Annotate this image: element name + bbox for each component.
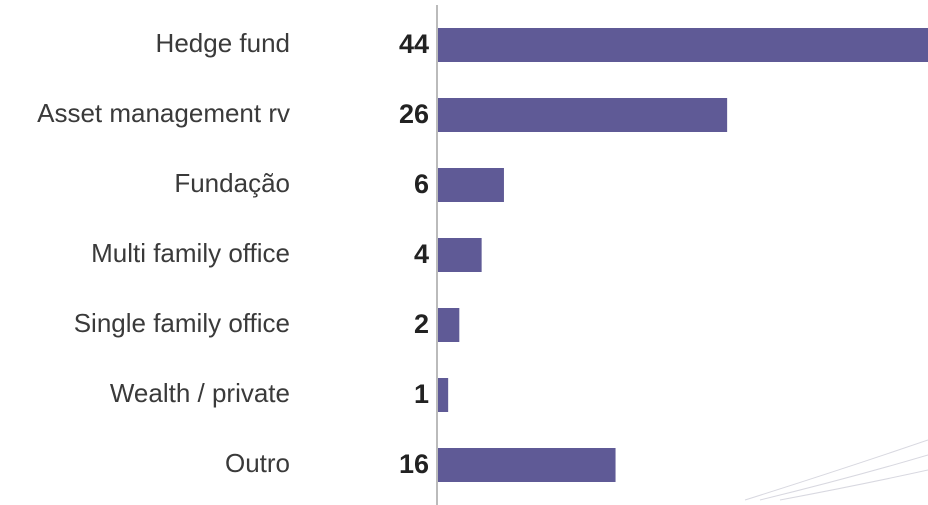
category-label: Wealth / private bbox=[110, 378, 290, 408]
value-label: 1 bbox=[414, 379, 429, 409]
category-label: Hedge fund bbox=[156, 28, 290, 58]
bar bbox=[437, 308, 460, 342]
bar bbox=[437, 98, 728, 132]
category-label: Multi family office bbox=[91, 238, 290, 268]
bar bbox=[437, 238, 482, 272]
category-label: Single family office bbox=[74, 308, 290, 338]
value-label: 6 bbox=[414, 169, 429, 199]
value-label: 2 bbox=[414, 309, 429, 339]
category-label: Outro bbox=[225, 448, 290, 478]
bar bbox=[437, 168, 504, 202]
value-label: 16 bbox=[399, 449, 429, 479]
category-label: Asset management rv bbox=[37, 98, 290, 128]
wave-line bbox=[744, 439, 928, 501]
wave-line bbox=[779, 469, 928, 501]
bar bbox=[437, 448, 616, 482]
value-label: 44 bbox=[399, 29, 429, 59]
value-label: 26 bbox=[399, 99, 429, 129]
decoration bbox=[744, 439, 928, 501]
category-label: Fundação bbox=[174, 168, 290, 198]
value-label: 4 bbox=[414, 239, 429, 269]
bar bbox=[437, 378, 449, 412]
bar bbox=[437, 28, 928, 62]
wave-line bbox=[759, 454, 928, 501]
